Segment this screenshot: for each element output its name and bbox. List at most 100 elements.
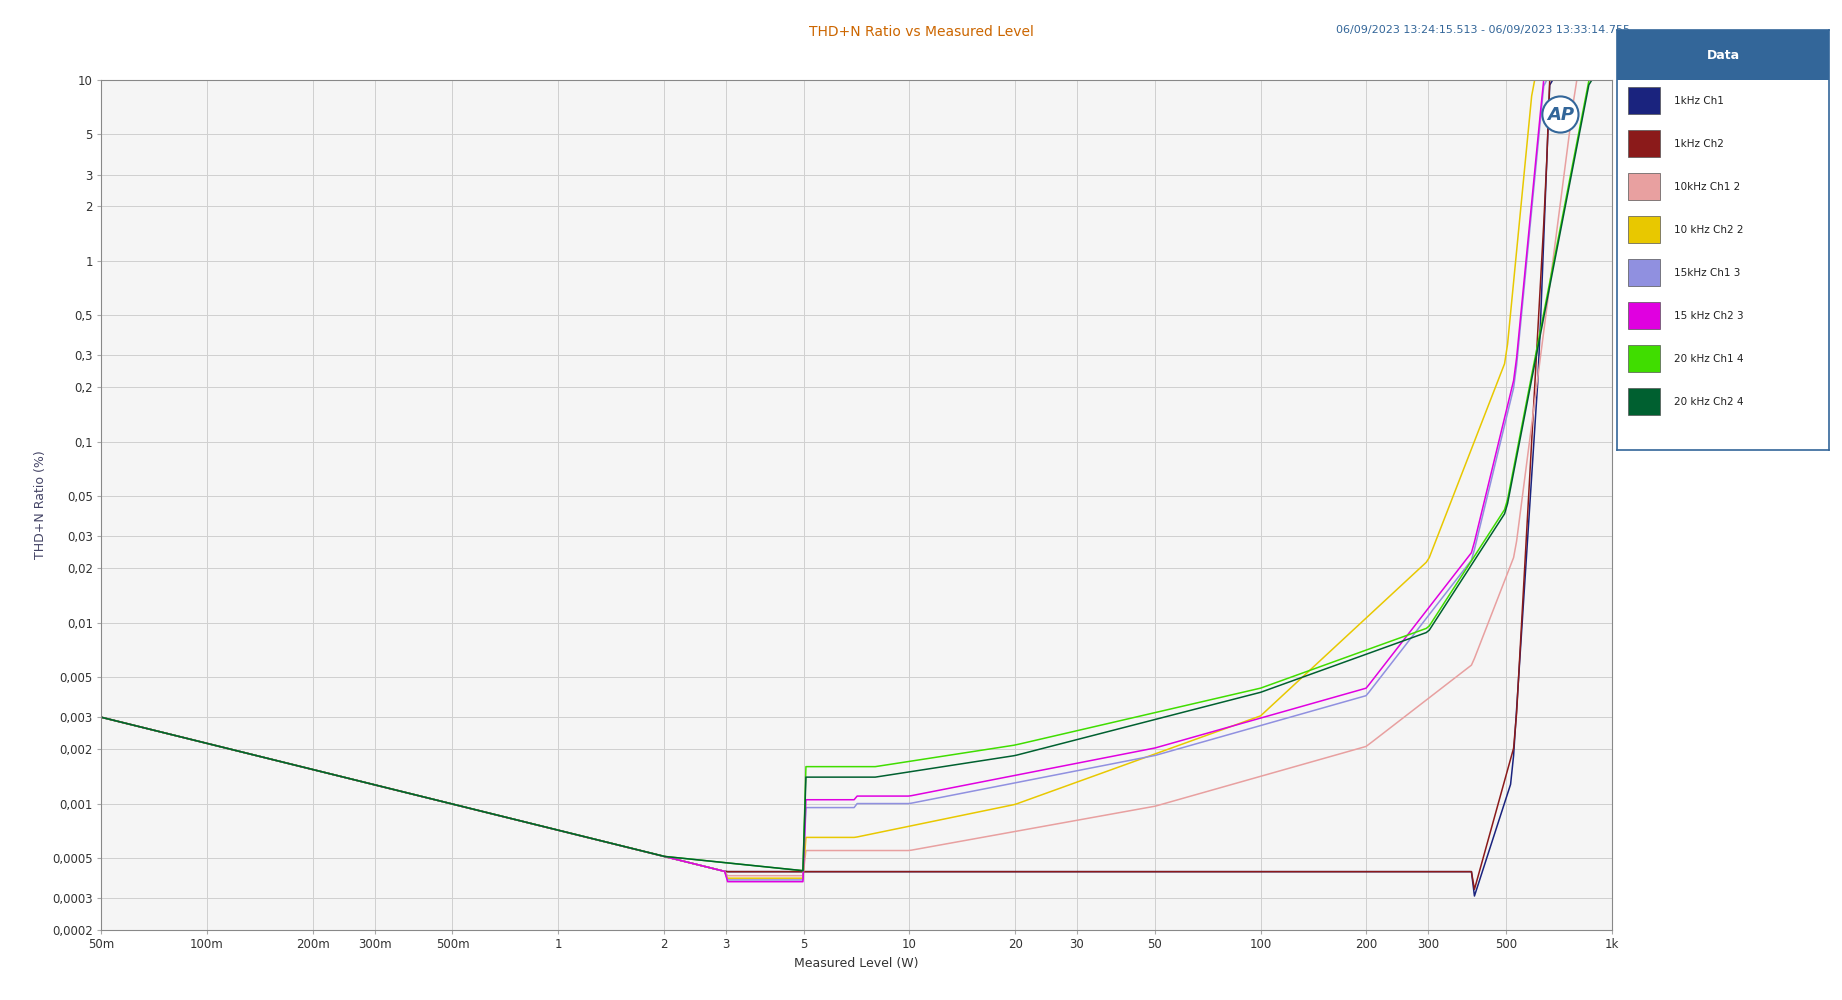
Line: 20 kHz Ch2 4: 20 kHz Ch2 4 [101,80,1604,871]
20 kHz Ch1 4 [792,865,814,877]
Y-axis label: THD+N Ratio (%): THD+N Ratio (%) [33,451,46,559]
10 kHz Ch2 2 [906,819,928,831]
Text: 1kHz Ch1: 1kHz Ch1 [1674,96,1724,106]
15kHz Ch1 3 [1593,74,1615,86]
Text: 1kHz Ch2: 1kHz Ch2 [1674,139,1724,149]
Text: 06/09/2023 13:24:15.513 - 06/09/2023 13:33:14.755: 06/09/2023 13:24:15.513 - 06/09/2023 13:… [1335,25,1630,35]
Bar [1628,87,1660,114]
20 kHz Ch2 4 [1560,172,1582,184]
1kHz Ch2 [1593,74,1615,86]
1kHz Ch2 [1538,74,1560,86]
15kHz Ch1 3 [1536,74,1558,86]
20 kHz Ch1 4 [1324,655,1347,667]
15 kHz Ch2 3 [1533,74,1555,86]
Bar [1628,302,1660,329]
15 kHz Ch2 3 [90,711,112,723]
15 kHz Ch2 3 [906,789,928,801]
Bar [1628,388,1660,415]
Text: 15 kHz Ch2 3: 15 kHz Ch2 3 [1674,311,1744,321]
15kHz Ch1 3 [90,711,112,723]
10 kHz Ch2 2 [987,802,1009,814]
Line: 1kHz Ch2: 1kHz Ch2 [101,80,1604,889]
15 kHz Ch2 3 [1593,74,1615,86]
20 kHz Ch2 4 [906,765,928,777]
15 kHz Ch2 3 [717,876,739,888]
10 kHz Ch2 2 [1593,74,1615,86]
10kHz Ch1 2 [1560,116,1582,128]
20 kHz Ch1 4 [1560,168,1582,180]
Line: 20 kHz Ch1 4: 20 kHz Ch1 4 [101,80,1604,871]
1kHz Ch1 [803,866,825,878]
15kHz Ch1 3 [987,780,1009,792]
20 kHz Ch2 4 [987,752,1009,764]
Text: Data: Data [1708,49,1739,62]
Bar [1628,345,1660,372]
10 kHz Ch2 2 [1523,74,1545,86]
Text: 20 kHz Ch2 4: 20 kHz Ch2 4 [1674,397,1744,407]
X-axis label: Measured Level (W): Measured Level (W) [794,957,919,970]
1kHz Ch2 [1323,866,1345,878]
10 kHz Ch2 2 [1324,640,1347,652]
10kHz Ch1 2 [816,845,838,857]
1kHz Ch1 [90,711,112,723]
1kHz Ch2 [90,711,112,723]
15kHz Ch1 3 [1324,698,1347,710]
Bar [1628,173,1660,200]
20 kHz Ch1 4 [1593,74,1615,86]
Text: 10 kHz Ch2 2: 10 kHz Ch2 2 [1674,225,1744,235]
Line: 15kHz Ch1 3: 15kHz Ch1 3 [101,80,1604,880]
1kHz Ch1 [1593,74,1615,86]
1kHz Ch1 [1323,866,1345,878]
Line: 10kHz Ch1 2: 10kHz Ch1 2 [101,80,1604,876]
Text: 20 kHz Ch1 4: 20 kHz Ch1 4 [1674,354,1744,364]
10 kHz Ch2 2 [816,831,838,843]
FancyBboxPatch shape [1617,30,1829,80]
Bar [1628,216,1660,243]
20 kHz Ch1 4 [807,761,829,773]
10kHz Ch1 2 [1324,749,1347,761]
Text: AP: AP [1547,106,1573,124]
10kHz Ch1 2 [987,828,1009,840]
1kHz Ch2 [1463,883,1485,895]
15 kHz Ch2 3 [807,794,829,806]
20 kHz Ch2 4 [792,865,814,877]
15 kHz Ch2 3 [987,773,1009,785]
Text: 15kHz Ch1 3: 15kHz Ch1 3 [1674,268,1741,278]
20 kHz Ch1 4 [90,711,112,723]
15 kHz Ch2 3 [1324,691,1347,703]
1kHz Ch1 [985,866,1008,878]
Bar [1628,130,1660,157]
1kHz Ch2 [985,866,1008,878]
1kHz Ch2 [903,866,925,878]
10 kHz Ch2 2 [90,711,112,723]
20 kHz Ch1 4 [1580,74,1603,86]
20 kHz Ch2 4 [807,771,829,783]
Text: 10kHz Ch1 2: 10kHz Ch1 2 [1674,182,1741,192]
20 kHz Ch2 4 [90,711,112,723]
15 kHz Ch2 3 [816,794,838,806]
Line: 10 kHz Ch2 2: 10 kHz Ch2 2 [101,80,1604,878]
10kHz Ch1 2 [807,845,829,857]
1kHz Ch1 [1463,890,1485,902]
10kHz Ch1 2 [906,843,928,855]
15kHz Ch1 3 [807,802,829,814]
20 kHz Ch2 4 [816,771,838,783]
1kHz Ch2 [1562,74,1584,86]
10 kHz Ch2 2 [717,872,739,884]
15 kHz Ch2 3 [1562,74,1584,86]
Bar [1628,259,1660,286]
20 kHz Ch2 4 [1580,74,1603,86]
10kHz Ch1 2 [90,711,112,723]
1kHz Ch1 [1562,74,1584,86]
20 kHz Ch1 4 [906,754,928,766]
15kHz Ch1 3 [717,874,739,886]
1kHz Ch1 [1542,74,1564,86]
Line: 15 kHz Ch2 3: 15 kHz Ch2 3 [101,80,1604,882]
20 kHz Ch1 4 [987,742,1009,754]
1kHz Ch1 [903,866,925,878]
20 kHz Ch1 4 [816,761,838,773]
15kHz Ch1 3 [816,802,838,814]
10 kHz Ch2 2 [1562,74,1584,86]
1kHz Ch2 [812,866,834,878]
15kHz Ch1 3 [1562,74,1584,86]
